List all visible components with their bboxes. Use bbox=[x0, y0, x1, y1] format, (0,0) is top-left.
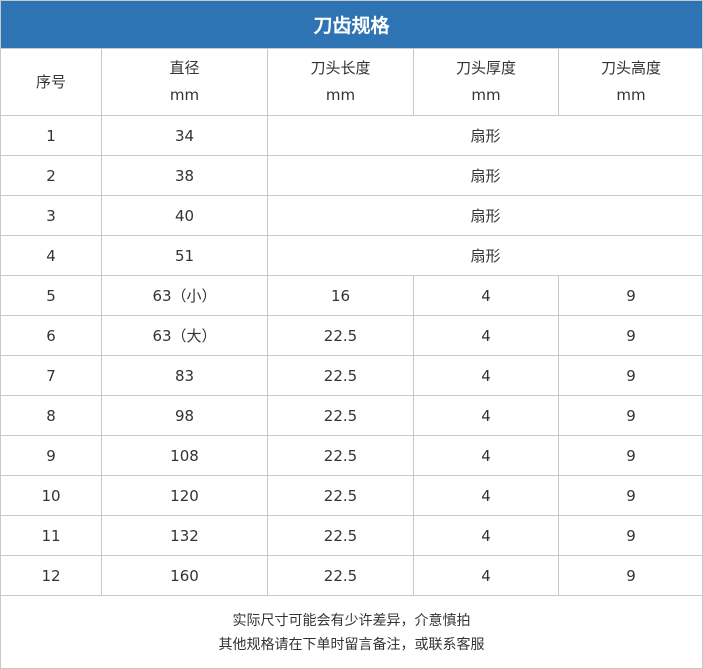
header-unit: mm bbox=[325, 86, 356, 104]
header-label: 刀头长度 bbox=[310, 59, 371, 77]
column-header: 刀头长度 mm bbox=[267, 48, 414, 116]
table-cell: 9 bbox=[558, 515, 702, 556]
table-cell: 7 bbox=[1, 355, 102, 396]
table-cell: 120 bbox=[101, 475, 268, 516]
column-header: 序号 bbox=[1, 48, 102, 116]
table-row: 11 132 22.5 4 9 bbox=[1, 515, 702, 556]
table-cell: 2 bbox=[1, 155, 102, 196]
table-cell: 扇形 bbox=[267, 155, 702, 196]
table-row: 7 83 22.5 4 9 bbox=[1, 355, 702, 396]
table-cell: 4 bbox=[413, 355, 559, 396]
table-cell: 扇形 bbox=[267, 235, 702, 276]
table-cell: 22.5 bbox=[267, 355, 414, 396]
table-row: 3 40 扇形 bbox=[1, 195, 702, 236]
table-cell: 9 bbox=[558, 355, 702, 396]
table-cell: 扇形 bbox=[267, 195, 702, 236]
table-cell: 1 bbox=[1, 115, 102, 156]
table-cell: 10 bbox=[1, 475, 102, 516]
table-cell: 扇形 bbox=[267, 115, 702, 156]
table-cell: 63（大） bbox=[101, 315, 268, 356]
header-label: 序号 bbox=[35, 72, 66, 91]
table-cell: 22.5 bbox=[267, 395, 414, 436]
table-row: 1 34 扇形 bbox=[1, 115, 702, 156]
header-unit: mm bbox=[471, 86, 501, 104]
table-cell: 22.5 bbox=[267, 555, 414, 596]
header-label: 刀头高度 bbox=[600, 59, 661, 77]
header-unit: mm bbox=[169, 86, 200, 104]
table-cell: 63（小） bbox=[101, 275, 268, 316]
table-cell: 8 bbox=[1, 395, 102, 436]
table-cell: 5 bbox=[1, 275, 102, 316]
table-row: 4 51 扇形 bbox=[1, 235, 702, 276]
table-row: 12 160 22.5 4 9 bbox=[1, 555, 702, 596]
column-header: 刀头厚度 mm bbox=[413, 48, 559, 116]
table-cell: 4 bbox=[413, 475, 559, 516]
table-cell: 108 bbox=[101, 435, 268, 476]
table-title: 刀齿规格 bbox=[1, 1, 702, 48]
column-header: 刀头高度 mm bbox=[558, 48, 702, 116]
table-cell: 9 bbox=[558, 475, 702, 516]
table-cell: 22.5 bbox=[267, 435, 414, 476]
header-row: 序号 直径 mm 刀头长度 mm 刀头厚度 mm 刀头高度 mm bbox=[1, 48, 702, 116]
table-cell: 51 bbox=[101, 235, 268, 276]
column-header: 直径 mm bbox=[101, 48, 268, 116]
table-cell: 98 bbox=[101, 395, 268, 436]
table-cell: 34 bbox=[101, 115, 268, 156]
table-cell: 4 bbox=[413, 555, 559, 596]
table-cell: 3 bbox=[1, 195, 102, 236]
table-cell: 9 bbox=[1, 435, 102, 476]
table-row: 9 108 22.5 4 9 bbox=[1, 435, 702, 476]
table-cell: 9 bbox=[558, 435, 702, 476]
header-label: 刀头厚度 bbox=[455, 59, 516, 77]
table-cell: 12 bbox=[1, 555, 102, 596]
table-cell: 4 bbox=[413, 275, 559, 316]
spec-table: 序号 直径 mm 刀头长度 mm 刀头厚度 mm 刀头高度 mm 1 34 扇形 2 38 扇形 3 40 扇形 4… bbox=[1, 48, 702, 596]
table-cell: 4 bbox=[413, 395, 559, 436]
header-label: 直径 bbox=[169, 59, 200, 77]
table-cell: 132 bbox=[101, 515, 268, 556]
table-cell: 9 bbox=[558, 315, 702, 356]
table-cell: 6 bbox=[1, 315, 102, 356]
table-row: 10 120 22.5 4 9 bbox=[1, 475, 702, 516]
footer-line: 其他规格请在下单时留言备注，或联系客服 bbox=[218, 637, 485, 653]
table-cell: 22.5 bbox=[267, 515, 414, 556]
table-cell: 4 bbox=[413, 515, 559, 556]
table-cell: 22.5 bbox=[267, 475, 414, 516]
footer-line: 实际尺寸可能会有少许差异，介意慎拍 bbox=[232, 613, 471, 629]
table-row: 2 38 扇形 bbox=[1, 155, 702, 196]
table-cell: 4 bbox=[413, 435, 559, 476]
footer-note: 实际尺寸可能会有少许差异，介意慎拍 其他规格请在下单时留言备注，或联系客服 bbox=[1, 596, 702, 668]
table-row: 5 63（小） 16 4 9 bbox=[1, 275, 702, 316]
table-cell: 11 bbox=[1, 515, 102, 556]
table-cell: 22.5 bbox=[267, 315, 414, 356]
table-cell: 9 bbox=[558, 395, 702, 436]
table-row: 8 98 22.5 4 9 bbox=[1, 395, 702, 436]
table-cell: 40 bbox=[101, 195, 268, 236]
table-cell: 9 bbox=[558, 555, 702, 596]
header-unit: mm bbox=[616, 86, 646, 104]
table-cell: 9 bbox=[558, 275, 702, 316]
table-cell: 38 bbox=[101, 155, 268, 196]
table-cell: 4 bbox=[413, 315, 559, 356]
table-cell: 160 bbox=[101, 555, 268, 596]
table-cell: 16 bbox=[267, 275, 414, 316]
table-cell: 83 bbox=[101, 355, 268, 396]
table-row: 6 63（大） 22.5 4 9 bbox=[1, 315, 702, 356]
table-cell: 4 bbox=[1, 235, 102, 276]
